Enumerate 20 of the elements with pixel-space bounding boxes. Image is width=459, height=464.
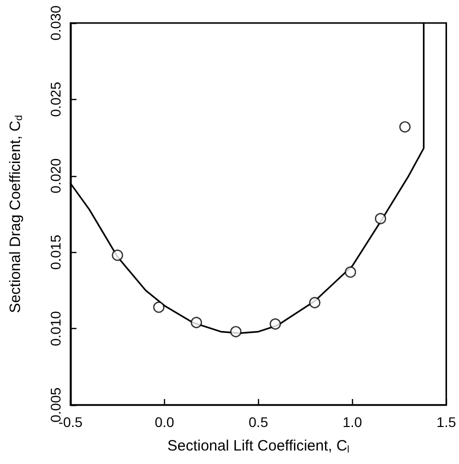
point <box>112 250 124 261</box>
y-tick-label: 0.030 <box>48 5 64 41</box>
x-tick-label: 0.5 <box>248 414 268 430</box>
x-tick-label: 0.0 <box>154 414 174 430</box>
point <box>399 121 411 133</box>
x-tick-label: 1.5 <box>436 414 456 430</box>
y-tick-label: 0.010 <box>48 310 64 346</box>
point <box>374 212 386 224</box>
point <box>190 316 202 328</box>
y-tick-label: 0.015 <box>48 234 64 270</box>
point <box>309 296 320 308</box>
point <box>153 302 164 313</box>
y-axis-title: Sectional Drag Coefficient, Cd <box>7 115 25 313</box>
y-tick-label: 0.025 <box>48 82 64 117</box>
y-tick-label: 0.005 <box>48 387 64 423</box>
point <box>270 318 281 330</box>
x-tick-label: 1.0 <box>342 414 362 430</box>
point <box>230 326 242 338</box>
y-tick-label: 0.020 <box>48 158 64 194</box>
point <box>344 266 356 278</box>
